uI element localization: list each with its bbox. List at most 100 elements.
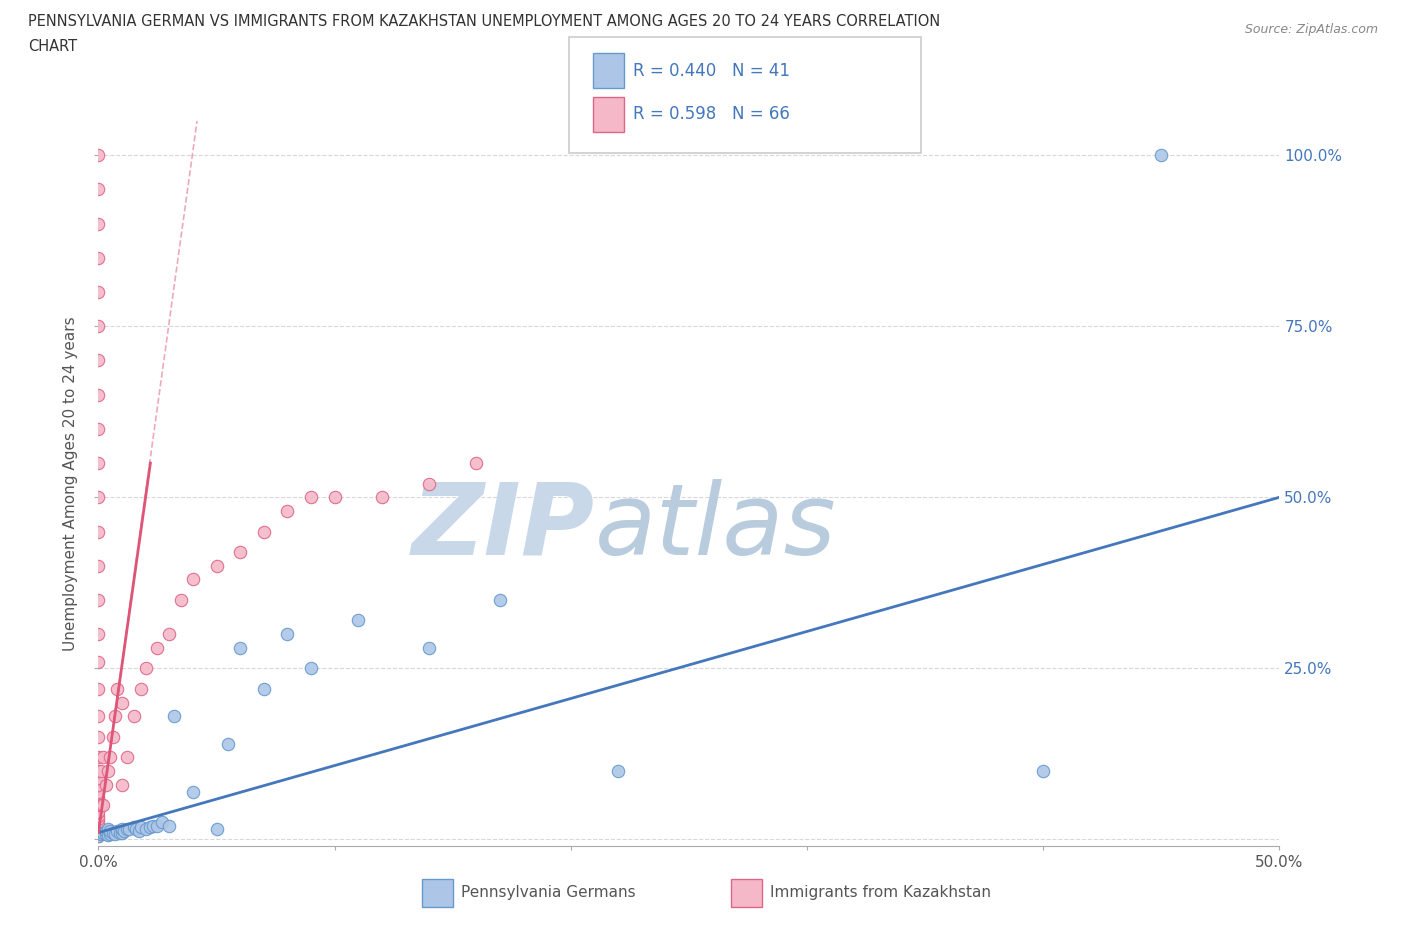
Point: [229, 641, 252, 656]
Text: PENNSYLVANIA GERMAN VS IMMIGRANTS FROM KAZAKHSTAN UNEMPLOYMENT AMONG AGES 20 TO : PENNSYLVANIA GERMAN VS IMMIGRANTS FROM K…: [28, 14, 941, 29]
Point: [87, 804, 110, 819]
Point: [87, 729, 110, 744]
Point: [87, 790, 110, 805]
Point: [122, 709, 145, 724]
Point: [105, 824, 128, 839]
Point: [94, 824, 117, 839]
Point: [299, 490, 322, 505]
Point: [87, 319, 110, 334]
Point: [108, 825, 131, 840]
Point: [142, 818, 165, 833]
Point: [87, 750, 110, 764]
Point: [157, 627, 180, 642]
Point: [115, 822, 138, 837]
Point: [97, 827, 120, 842]
Point: [87, 250, 110, 265]
Point: [347, 613, 370, 628]
Point: [94, 827, 117, 842]
Point: [125, 822, 148, 837]
Point: [205, 822, 228, 837]
Point: [98, 827, 121, 842]
Text: R = 0.598   N = 66: R = 0.598 N = 66: [633, 105, 790, 124]
Point: [98, 824, 121, 839]
Point: [94, 777, 117, 792]
Text: atlas: atlas: [595, 479, 837, 576]
Point: [135, 661, 157, 676]
Point: [87, 815, 110, 830]
Point: [87, 818, 110, 833]
Point: [418, 476, 440, 491]
Point: [87, 829, 110, 844]
Point: [87, 827, 110, 842]
Point: [111, 777, 134, 792]
Point: [91, 798, 114, 813]
Point: [97, 822, 120, 837]
Point: [87, 148, 110, 163]
Point: [87, 421, 110, 436]
Text: Immigrants from Kazakhstan: Immigrants from Kazakhstan: [770, 885, 991, 900]
Point: [87, 822, 110, 837]
Point: [91, 750, 114, 764]
Point: [87, 825, 110, 840]
Point: [87, 829, 110, 844]
Text: ZIP: ZIP: [412, 479, 595, 576]
Point: [87, 182, 110, 197]
Point: [181, 572, 204, 587]
Point: [98, 750, 121, 764]
Text: Pennsylvania Germans: Pennsylvania Germans: [461, 885, 636, 900]
Point: [118, 822, 141, 837]
Point: [87, 525, 110, 539]
Y-axis label: Unemployment Among Ages 20 to 24 years: Unemployment Among Ages 20 to 24 years: [63, 316, 79, 651]
Point: [87, 682, 110, 697]
Text: CHART: CHART: [28, 39, 77, 54]
Point: [205, 558, 228, 573]
Point: [87, 353, 110, 368]
Point: [111, 822, 134, 837]
Point: [217, 737, 239, 751]
Point: [323, 490, 346, 505]
Point: [87, 825, 110, 840]
Point: [139, 819, 162, 834]
Point: [489, 592, 512, 607]
Text: R = 0.440   N = 41: R = 0.440 N = 41: [633, 61, 790, 80]
Point: [418, 641, 440, 656]
Point: [465, 456, 488, 471]
Point: [104, 827, 127, 842]
Point: [87, 824, 110, 839]
Point: [87, 387, 110, 402]
Point: [276, 627, 298, 642]
Point: [101, 825, 124, 840]
Point: [1150, 148, 1173, 163]
Point: [87, 808, 110, 823]
Point: [371, 490, 394, 505]
Point: [129, 819, 152, 834]
Point: [122, 819, 145, 834]
Point: [90, 764, 112, 778]
Point: [87, 285, 110, 299]
Point: [87, 709, 110, 724]
Text: Source: ZipAtlas.com: Source: ZipAtlas.com: [1244, 23, 1378, 36]
Point: [229, 545, 252, 560]
Point: [181, 784, 204, 799]
Point: [87, 770, 110, 785]
Point: [170, 592, 193, 607]
Point: [150, 815, 173, 830]
Point: [90, 827, 112, 842]
Point: [128, 824, 150, 839]
Point: [299, 661, 322, 676]
Point: [607, 764, 630, 778]
Point: [87, 490, 110, 505]
Point: [101, 729, 124, 744]
Point: [87, 592, 110, 607]
Point: [87, 456, 110, 471]
Point: [111, 825, 134, 840]
Point: [87, 654, 110, 669]
Point: [87, 216, 110, 231]
Point: [115, 750, 138, 764]
Point: [105, 682, 128, 697]
Point: [90, 798, 112, 813]
Point: [253, 525, 276, 539]
Point: [146, 818, 169, 833]
Point: [87, 627, 110, 642]
Point: [253, 682, 276, 697]
